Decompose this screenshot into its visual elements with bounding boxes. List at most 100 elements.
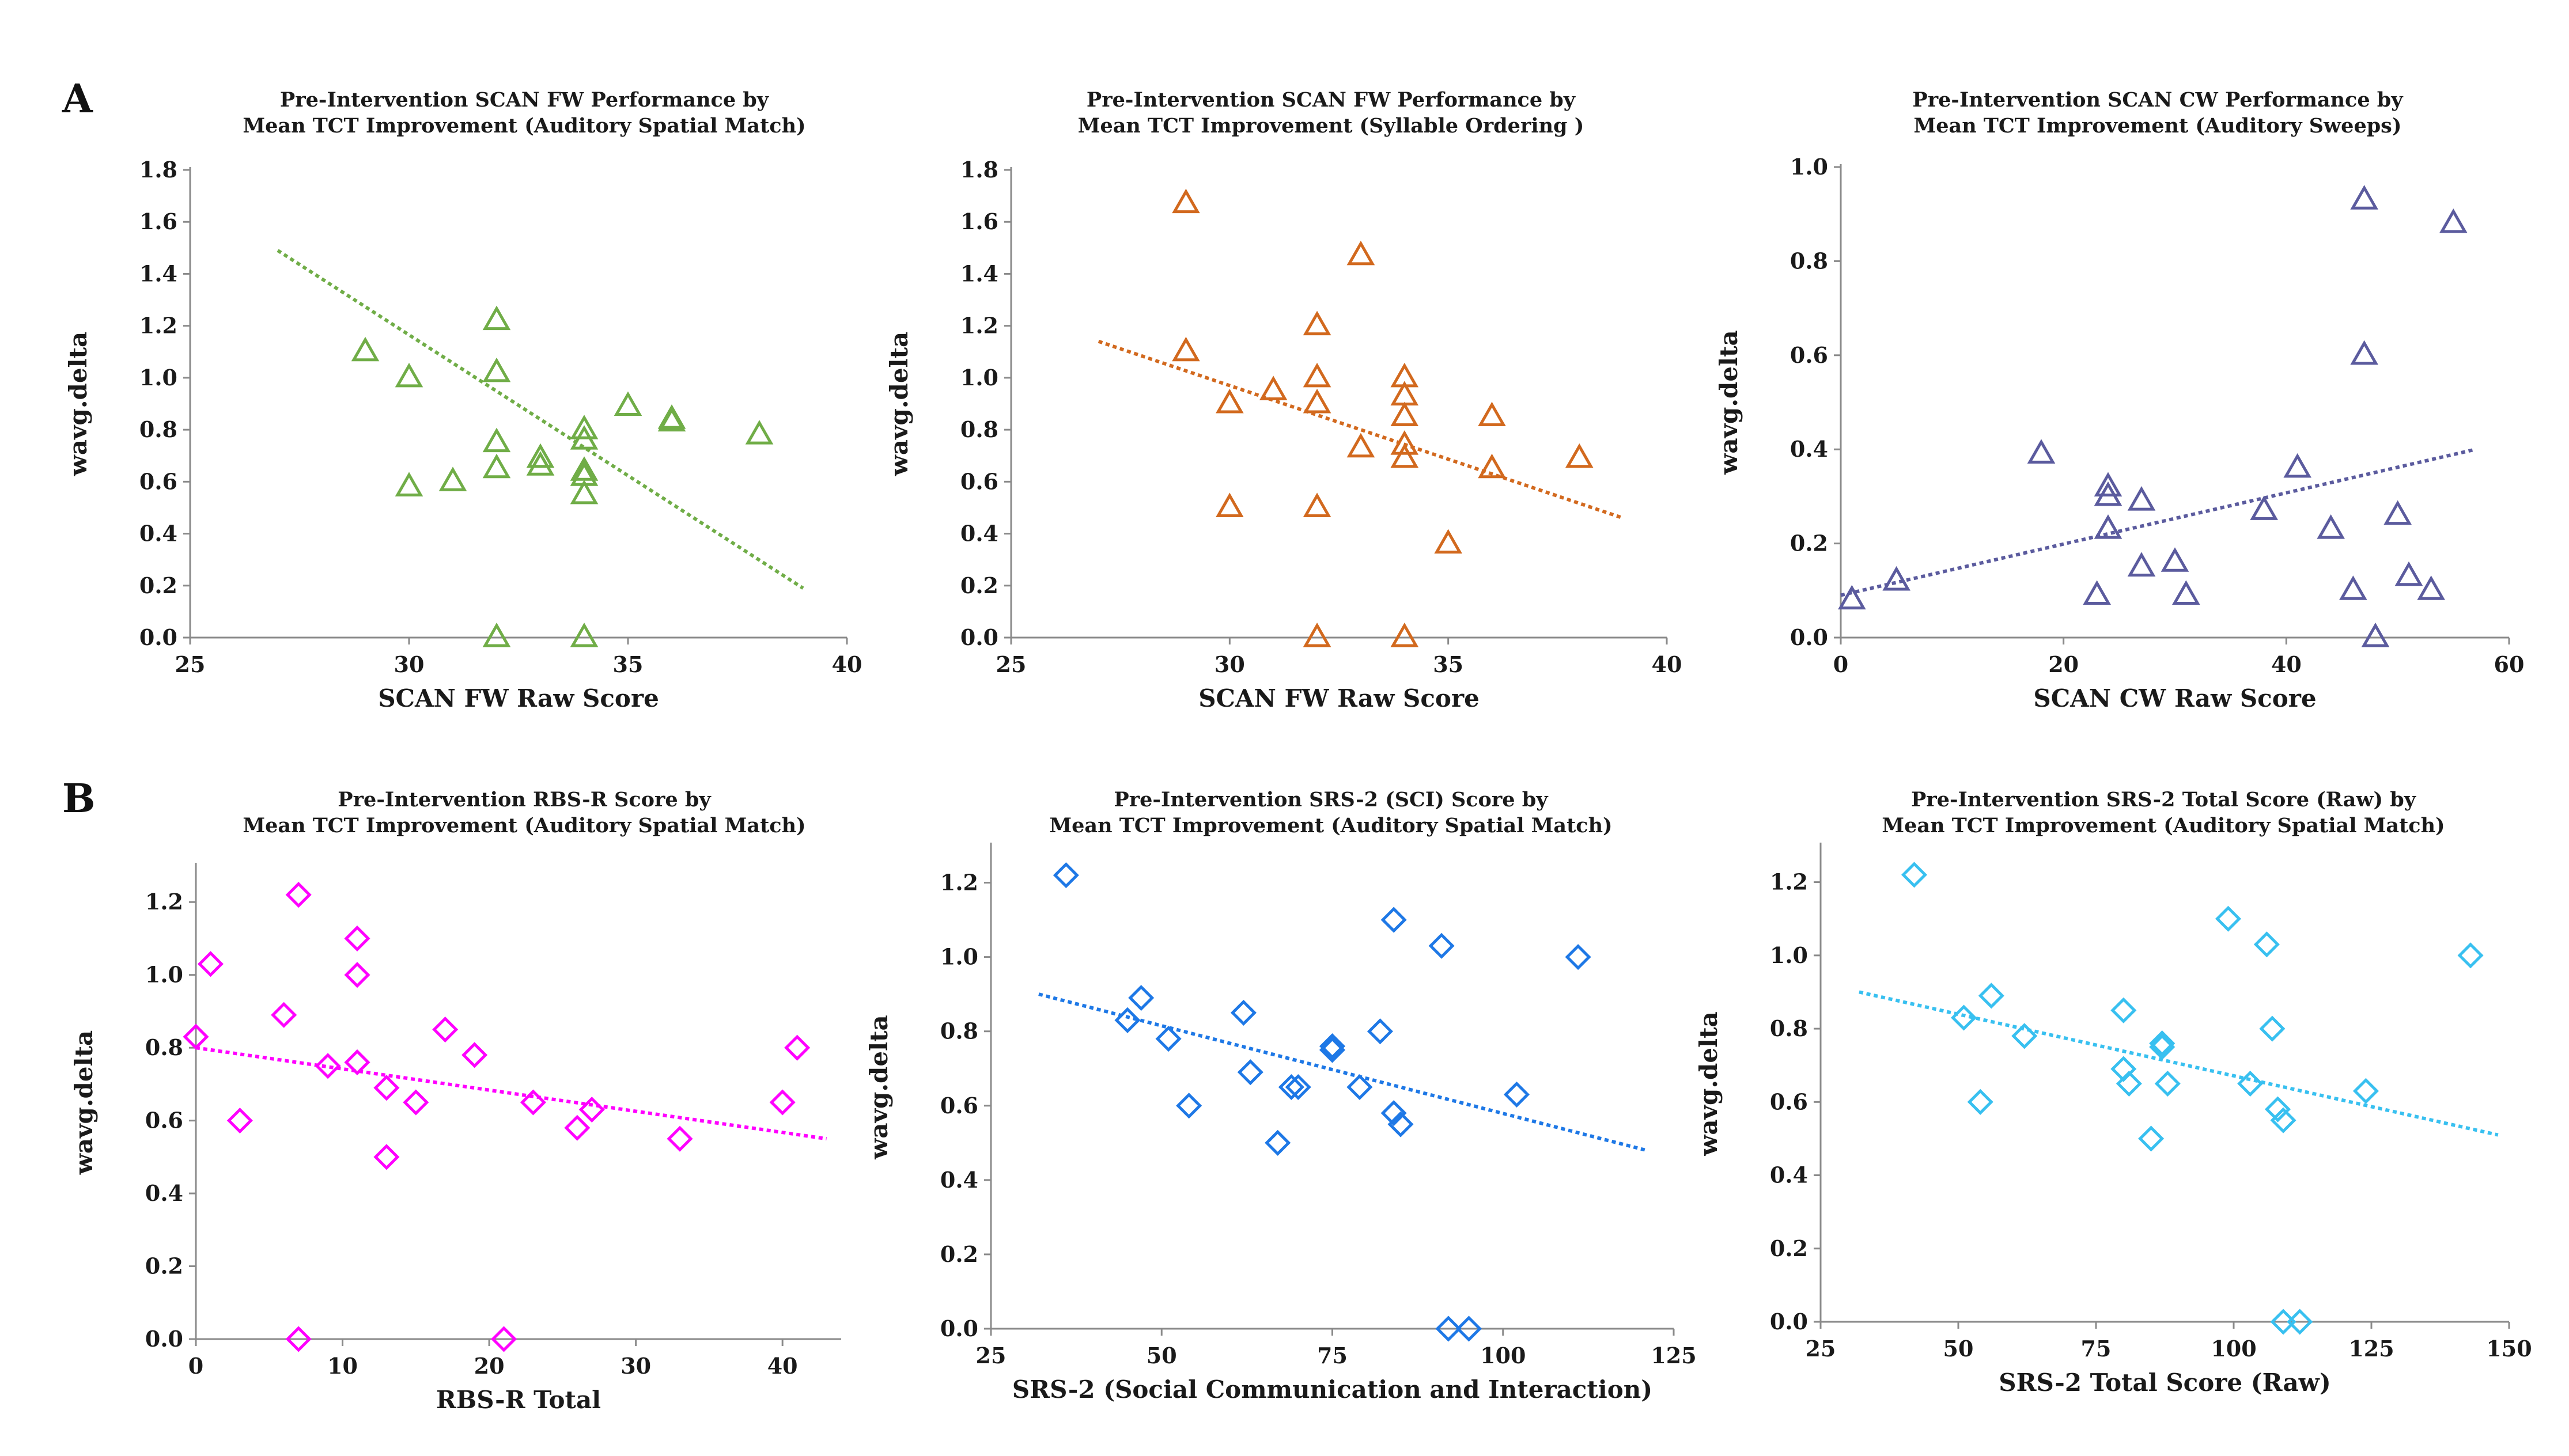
data-point xyxy=(2350,340,2378,365)
data-point xyxy=(432,1017,459,1043)
data-point xyxy=(1387,1111,1414,1138)
data-point xyxy=(183,1023,209,1050)
data-point xyxy=(2317,514,2345,539)
chart-title-line: Mean TCT Improvement (Auditory Sweeps) xyxy=(1914,114,2402,138)
data-point xyxy=(2172,580,2200,605)
chart-title-line: Mean TCT Improvement (Auditory Spatial M… xyxy=(1049,814,1612,837)
data-point xyxy=(482,357,511,382)
data-point xyxy=(2083,580,2111,605)
data-point xyxy=(197,951,224,977)
x-tick-label: 0 xyxy=(1833,651,1848,677)
x-tick-label: 60 xyxy=(2494,651,2525,677)
data-point xyxy=(1455,1315,1482,1342)
data-point xyxy=(1265,1129,1291,1156)
data-point xyxy=(1435,1315,1462,1342)
data-point xyxy=(351,336,380,362)
data-point xyxy=(482,305,511,331)
y-tick-label: 0.8 xyxy=(940,1018,978,1044)
chart-title-line: Pre-Intervention SRS-2 (SCI) Score by xyxy=(1114,788,1549,812)
x-axis-title: SCAN CW Raw Score xyxy=(2033,684,2316,712)
y-tick-label: 0.2 xyxy=(960,572,998,598)
y-tick-label: 0.2 xyxy=(1770,1235,1808,1261)
data-point xyxy=(1278,1074,1304,1101)
y-tick-label: 0.4 xyxy=(960,521,998,547)
data-point xyxy=(769,1089,796,1116)
data-point xyxy=(1390,430,1419,455)
x-tick-label: 20 xyxy=(2048,651,2079,677)
data-point xyxy=(526,451,555,476)
data-point xyxy=(2237,1070,2264,1097)
x-tick-label: 125 xyxy=(2348,1336,2394,1362)
data-point xyxy=(2283,453,2311,478)
data-point xyxy=(1951,1004,1977,1031)
x-tick-label: 30 xyxy=(1214,651,1245,677)
y-tick-label: 0.0 xyxy=(960,624,998,650)
data-point xyxy=(2138,1125,2165,1152)
data-point xyxy=(1428,932,1455,959)
data-point xyxy=(1114,1007,1141,1033)
data-point xyxy=(745,420,774,445)
y-tick-label: 0.8 xyxy=(139,416,177,442)
x-tick-label: 25 xyxy=(976,1343,1007,1368)
trendline xyxy=(1859,990,2499,1137)
data-point xyxy=(226,1108,253,1134)
y-tick-label: 1.0 xyxy=(960,365,998,390)
data-point xyxy=(1838,585,1866,610)
data-point xyxy=(2417,575,2445,600)
data-point xyxy=(1978,983,2004,1009)
y-tick-label: 1.0 xyxy=(139,365,177,390)
x-tick-label: 150 xyxy=(2486,1336,2532,1362)
data-point xyxy=(438,467,467,491)
data-point xyxy=(2439,208,2468,233)
x-axis-title: SRS-2 (Social Communication and Interact… xyxy=(1012,1375,1652,1404)
x-tick-label: 75 xyxy=(1317,1343,1348,1368)
data-point xyxy=(1303,362,1331,388)
y-tick-label: 1.6 xyxy=(960,208,998,234)
y-tick-label: 0.0 xyxy=(1770,1309,1808,1334)
y-tick-label: 0.6 xyxy=(1790,342,1828,368)
x-tick-label: 40 xyxy=(1652,651,1682,677)
data-point xyxy=(1303,622,1331,647)
data-point xyxy=(614,391,642,416)
y-tick-label: 1.4 xyxy=(139,260,177,286)
charts-layer: Pre-Intervention SCAN FW Performance by M… xyxy=(64,88,2532,1414)
y-tick-label: 0.0 xyxy=(145,1326,183,1352)
x-tick-label: 30 xyxy=(621,1353,651,1379)
data-point xyxy=(1053,862,1079,889)
data-point xyxy=(373,1075,400,1101)
y-tick-label: 0.6 xyxy=(940,1093,978,1118)
y-tick-label: 0.0 xyxy=(940,1315,978,1341)
y-tick-label: 1.8 xyxy=(960,157,998,183)
x-axis-title: SCAN FW Raw Score xyxy=(378,684,659,712)
chart-title-line: Mean TCT Improvement (Auditory Spatial M… xyxy=(243,814,805,837)
data-point xyxy=(784,1034,811,1061)
data-point xyxy=(1237,1059,1263,1086)
data-point xyxy=(1478,453,1506,479)
data-point xyxy=(271,1002,297,1028)
chart-6: Pre-Intervention SRS-2 Total Score (Raw)… xyxy=(1694,788,2532,1397)
y-tick-label: 0.8 xyxy=(960,416,998,442)
data-point xyxy=(2094,481,2122,506)
y-tick-label: 0.0 xyxy=(139,624,177,650)
chart-5: Pre-Intervention SRS-2 (SCI) Score byMea… xyxy=(865,788,1697,1404)
trendline xyxy=(1840,448,2476,597)
x-tick-label: 40 xyxy=(767,1353,798,1379)
data-point xyxy=(1565,944,1591,970)
y-tick-label: 1.0 xyxy=(1790,154,1828,180)
data-point xyxy=(1390,401,1419,427)
data-point xyxy=(1390,622,1419,647)
data-point xyxy=(1901,862,1928,888)
data-point xyxy=(526,443,555,468)
chart-title-line: Pre-Intervention SRS-2 Total Score (Raw)… xyxy=(1911,788,2417,812)
data-point xyxy=(1434,529,1462,554)
x-tick-label: 25 xyxy=(1806,1336,1836,1362)
chart-title-line: Pre-Intervention SCAN FW Performance by xyxy=(1087,88,1576,112)
data-point xyxy=(2361,622,2390,647)
data-point xyxy=(1128,985,1155,1011)
data-point xyxy=(2264,1096,2291,1123)
data-point xyxy=(1172,188,1200,214)
data-point xyxy=(2011,1023,2038,1049)
y-tick-label: 0.2 xyxy=(139,572,177,598)
